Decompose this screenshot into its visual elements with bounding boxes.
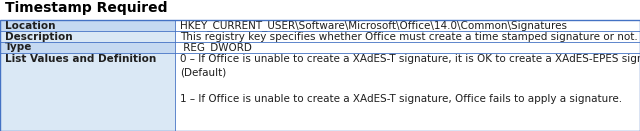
Bar [175, 31, 640, 42]
Bar [0, 20, 640, 131]
Text: REG_DWORD: REG_DWORD [180, 42, 252, 53]
Bar [175, 53, 640, 131]
Text: 0 – If Office is unable to create a XAdES-T signature, it is OK to create a XAdE: 0 – If Office is unable to create a XAdE… [180, 54, 640, 104]
Text: Type: Type [5, 42, 33, 53]
Bar [0, 42, 175, 53]
Text: Location: Location [5, 21, 56, 31]
Text: Description: Description [5, 32, 73, 42]
Bar [175, 42, 640, 53]
Text: HKEY_CURRENT_USER\Software\Microsoft\Office\14.0\Common\Signatures: HKEY_CURRENT_USER\Software\Microsoft\Off… [180, 20, 567, 31]
Bar [0, 53, 175, 131]
Text: List Values and Definition: List Values and Definition [5, 54, 156, 64]
Bar [175, 20, 640, 31]
Bar [0, 31, 175, 42]
Text: This registry key specifies whether Office must create a time stamped signature : This registry key specifies whether Offi… [180, 32, 637, 42]
Text: Timestamp Required: Timestamp Required [5, 1, 168, 15]
Bar [0, 20, 175, 31]
